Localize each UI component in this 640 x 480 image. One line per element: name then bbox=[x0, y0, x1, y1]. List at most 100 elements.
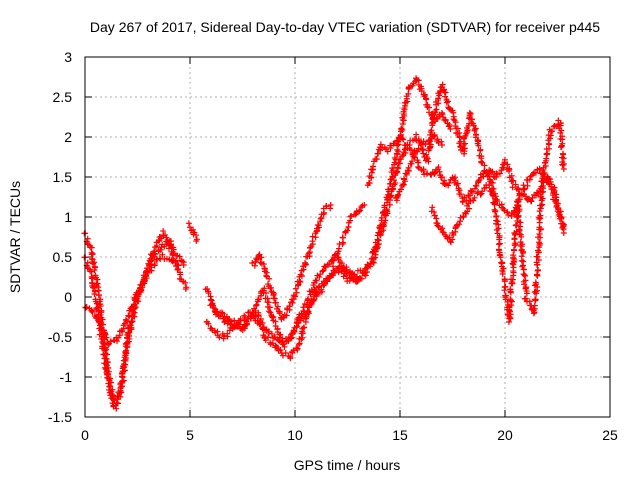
data-point bbox=[383, 206, 390, 213]
data-point bbox=[216, 334, 223, 341]
data-point bbox=[520, 250, 527, 257]
data-point bbox=[251, 262, 258, 269]
data-point bbox=[355, 278, 361, 284]
data-point bbox=[517, 242, 524, 249]
data-point bbox=[356, 208, 363, 215]
data-point bbox=[489, 179, 496, 186]
data-point bbox=[400, 181, 407, 188]
data-point bbox=[512, 181, 519, 188]
data-point bbox=[311, 286, 318, 293]
data-point bbox=[370, 259, 377, 266]
data-point bbox=[519, 192, 526, 199]
data-point bbox=[394, 164, 401, 171]
tick-layer: 0 5 10 15 20 25 -1.5 -1 -0.5 0 0.5 1 1.5 2 2.5 3 bbox=[48, 49, 618, 443]
data-point bbox=[277, 346, 284, 353]
data-point bbox=[391, 177, 398, 184]
data-point bbox=[265, 308, 272, 315]
data-point bbox=[125, 312, 132, 319]
data-point bbox=[116, 390, 123, 397]
data-point bbox=[320, 267, 327, 274]
data-point bbox=[557, 129, 564, 136]
data-point bbox=[125, 329, 132, 336]
data-point bbox=[282, 350, 289, 357]
data-point bbox=[252, 302, 259, 309]
data-point bbox=[399, 135, 406, 142]
data-point bbox=[260, 261, 267, 268]
y-tick-label: 1 bbox=[64, 209, 72, 225]
data-point bbox=[422, 91, 429, 98]
y-tick-label: 0.5 bbox=[53, 249, 73, 265]
data-point bbox=[254, 296, 261, 303]
data-point bbox=[265, 334, 272, 341]
data-point bbox=[392, 179, 399, 186]
data-point bbox=[323, 202, 330, 209]
data-point bbox=[374, 244, 381, 251]
data-point bbox=[95, 291, 102, 298]
data-point bbox=[547, 135, 554, 142]
data-point bbox=[157, 246, 164, 253]
data-point bbox=[535, 257, 542, 264]
data-point bbox=[446, 121, 453, 128]
data-point bbox=[534, 253, 541, 260]
data-point bbox=[518, 257, 525, 264]
data-point bbox=[512, 240, 519, 247]
data-point bbox=[151, 248, 158, 255]
data-point bbox=[557, 144, 564, 151]
data-point bbox=[551, 189, 558, 196]
x-tick-label: 15 bbox=[392, 427, 408, 443]
data-point bbox=[428, 127, 435, 134]
data-point bbox=[558, 215, 565, 222]
data-point bbox=[105, 380, 112, 387]
data-point bbox=[473, 182, 480, 189]
data-point bbox=[452, 225, 459, 232]
data-point bbox=[537, 234, 544, 241]
data-point bbox=[340, 273, 347, 280]
data-point bbox=[461, 140, 468, 147]
data-point bbox=[314, 227, 321, 234]
data-point bbox=[90, 260, 97, 267]
data-point bbox=[266, 304, 273, 311]
series-track-3 bbox=[82, 251, 181, 349]
data-point bbox=[339, 234, 346, 241]
data-point bbox=[272, 299, 279, 306]
data-point bbox=[114, 338, 121, 345]
data-point bbox=[466, 205, 473, 212]
data-point bbox=[257, 315, 264, 322]
data-point bbox=[442, 93, 449, 100]
data-point bbox=[511, 255, 518, 262]
data-point bbox=[440, 114, 447, 121]
data-point bbox=[402, 170, 409, 177]
data-point bbox=[148, 264, 155, 271]
data-point bbox=[368, 169, 375, 176]
data-point bbox=[387, 193, 394, 200]
data-point bbox=[409, 158, 416, 165]
series-track-6 bbox=[203, 131, 445, 348]
data-point bbox=[347, 213, 354, 220]
data-point bbox=[90, 284, 97, 291]
data-point bbox=[501, 278, 508, 285]
data-point bbox=[436, 92, 443, 99]
data-point bbox=[471, 194, 478, 201]
data-point bbox=[472, 185, 479, 192]
data-point bbox=[159, 251, 166, 258]
data-point bbox=[418, 87, 425, 94]
data-point bbox=[301, 308, 308, 315]
data-point bbox=[436, 168, 443, 175]
data-point bbox=[205, 320, 212, 327]
data-point bbox=[413, 131, 420, 138]
data-point bbox=[531, 282, 538, 289]
data-point bbox=[163, 238, 170, 245]
data-point bbox=[221, 332, 228, 339]
data-point bbox=[552, 198, 559, 205]
data-point bbox=[521, 272, 528, 279]
data-point bbox=[122, 361, 129, 368]
data-point bbox=[378, 214, 385, 221]
data-point bbox=[182, 279, 189, 286]
data-point bbox=[557, 208, 564, 215]
data-point bbox=[536, 239, 543, 246]
data-point bbox=[180, 262, 187, 268]
data-point bbox=[505, 167, 512, 174]
data-point bbox=[405, 164, 412, 171]
data-point bbox=[510, 246, 517, 253]
